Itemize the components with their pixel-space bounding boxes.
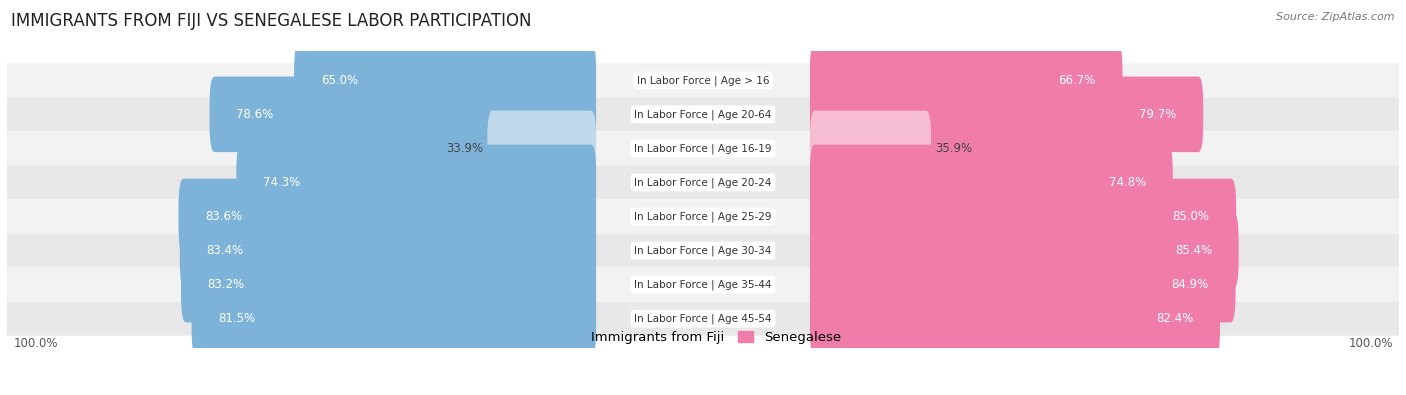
Text: In Labor Force | Age 30-34: In Labor Force | Age 30-34	[634, 245, 772, 256]
Text: 35.9%: 35.9%	[935, 142, 973, 155]
Text: In Labor Force | Age 35-44: In Labor Force | Age 35-44	[634, 279, 772, 290]
FancyBboxPatch shape	[810, 281, 1220, 356]
Text: 81.5%: 81.5%	[218, 312, 256, 325]
Text: 100.0%: 100.0%	[1348, 337, 1393, 350]
Text: 82.4%: 82.4%	[1156, 312, 1194, 325]
FancyBboxPatch shape	[179, 179, 596, 254]
FancyBboxPatch shape	[7, 132, 1399, 166]
Text: 85.4%: 85.4%	[1175, 244, 1212, 257]
FancyBboxPatch shape	[209, 77, 596, 152]
FancyBboxPatch shape	[7, 302, 1399, 336]
FancyBboxPatch shape	[488, 111, 596, 186]
Text: 74.3%: 74.3%	[263, 176, 301, 189]
FancyBboxPatch shape	[810, 43, 1122, 118]
FancyBboxPatch shape	[7, 97, 1399, 132]
Text: In Labor Force | Age 25-29: In Labor Force | Age 25-29	[634, 211, 772, 222]
FancyBboxPatch shape	[810, 111, 931, 186]
Text: 84.9%: 84.9%	[1171, 278, 1209, 291]
FancyBboxPatch shape	[810, 247, 1236, 322]
Text: In Labor Force | Age > 16: In Labor Force | Age > 16	[637, 75, 769, 86]
Text: In Labor Force | Age 16-19: In Labor Force | Age 16-19	[634, 143, 772, 154]
FancyBboxPatch shape	[7, 199, 1399, 233]
Text: 78.6%: 78.6%	[236, 108, 274, 121]
FancyBboxPatch shape	[7, 267, 1399, 302]
Text: In Labor Force | Age 20-64: In Labor Force | Age 20-64	[634, 109, 772, 120]
FancyBboxPatch shape	[810, 145, 1173, 220]
FancyBboxPatch shape	[7, 166, 1399, 199]
Text: 83.6%: 83.6%	[205, 210, 242, 223]
Text: 79.7%: 79.7%	[1139, 108, 1177, 121]
Text: 83.2%: 83.2%	[208, 278, 245, 291]
Text: 85.0%: 85.0%	[1173, 210, 1209, 223]
FancyBboxPatch shape	[810, 179, 1236, 254]
FancyBboxPatch shape	[7, 63, 1399, 97]
Text: Source: ZipAtlas.com: Source: ZipAtlas.com	[1277, 12, 1395, 22]
FancyBboxPatch shape	[294, 43, 596, 118]
FancyBboxPatch shape	[810, 213, 1239, 288]
FancyBboxPatch shape	[181, 247, 596, 322]
FancyBboxPatch shape	[191, 281, 596, 356]
FancyBboxPatch shape	[180, 213, 596, 288]
Text: 65.0%: 65.0%	[321, 74, 359, 87]
Text: 83.4%: 83.4%	[207, 244, 243, 257]
Text: 100.0%: 100.0%	[13, 337, 58, 350]
Text: 66.7%: 66.7%	[1059, 74, 1095, 87]
FancyBboxPatch shape	[810, 77, 1204, 152]
FancyBboxPatch shape	[7, 233, 1399, 267]
Text: 74.8%: 74.8%	[1109, 176, 1146, 189]
Text: IMMIGRANTS FROM FIJI VS SENEGALESE LABOR PARTICIPATION: IMMIGRANTS FROM FIJI VS SENEGALESE LABOR…	[11, 12, 531, 30]
Text: 33.9%: 33.9%	[446, 142, 484, 155]
FancyBboxPatch shape	[236, 145, 596, 220]
Text: In Labor Force | Age 20-24: In Labor Force | Age 20-24	[634, 177, 772, 188]
Text: In Labor Force | Age 45-54: In Labor Force | Age 45-54	[634, 313, 772, 324]
Legend: Immigrants from Fiji, Senegalese: Immigrants from Fiji, Senegalese	[565, 331, 841, 344]
